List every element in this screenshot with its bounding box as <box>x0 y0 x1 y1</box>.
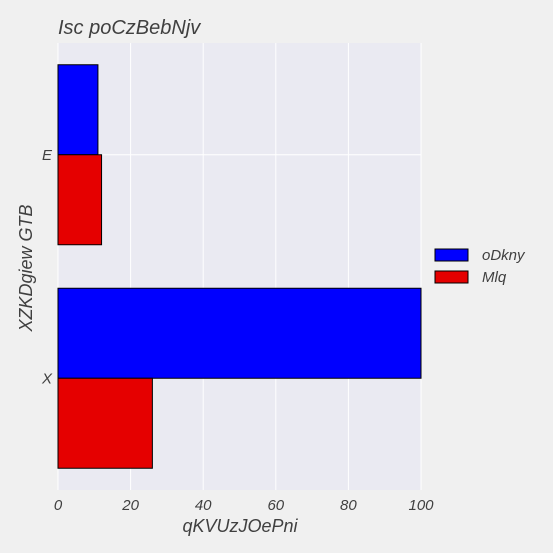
bar-Mlq-X <box>58 378 152 468</box>
y-tick-label: E <box>42 147 53 164</box>
x-axis-label: qKVUzJOePni <box>182 516 298 536</box>
legend-label: oDkny <box>482 247 526 264</box>
bar-Mlq-E <box>58 155 102 245</box>
x-tick-label: 20 <box>121 497 139 514</box>
x-tick-label: 0 <box>54 497 63 514</box>
x-tick-label: 40 <box>195 497 212 514</box>
legend-label: Mlq <box>482 269 507 286</box>
y-axis-label: XZKDgiew GTB <box>16 204 36 332</box>
legend-swatch <box>435 249 468 261</box>
bar-oDkny-E <box>58 65 98 155</box>
bar-oDkny-X <box>58 288 421 378</box>
x-tick-label: 60 <box>267 497 284 514</box>
legend-swatch <box>435 271 468 283</box>
x-tick-label: 100 <box>408 497 434 514</box>
legend: oDkny Mlq <box>435 247 526 286</box>
x-tick-label: 80 <box>340 497 357 514</box>
chart-title: Isc poCzBebNjv <box>58 17 201 39</box>
y-tick-label: X <box>41 370 53 387</box>
